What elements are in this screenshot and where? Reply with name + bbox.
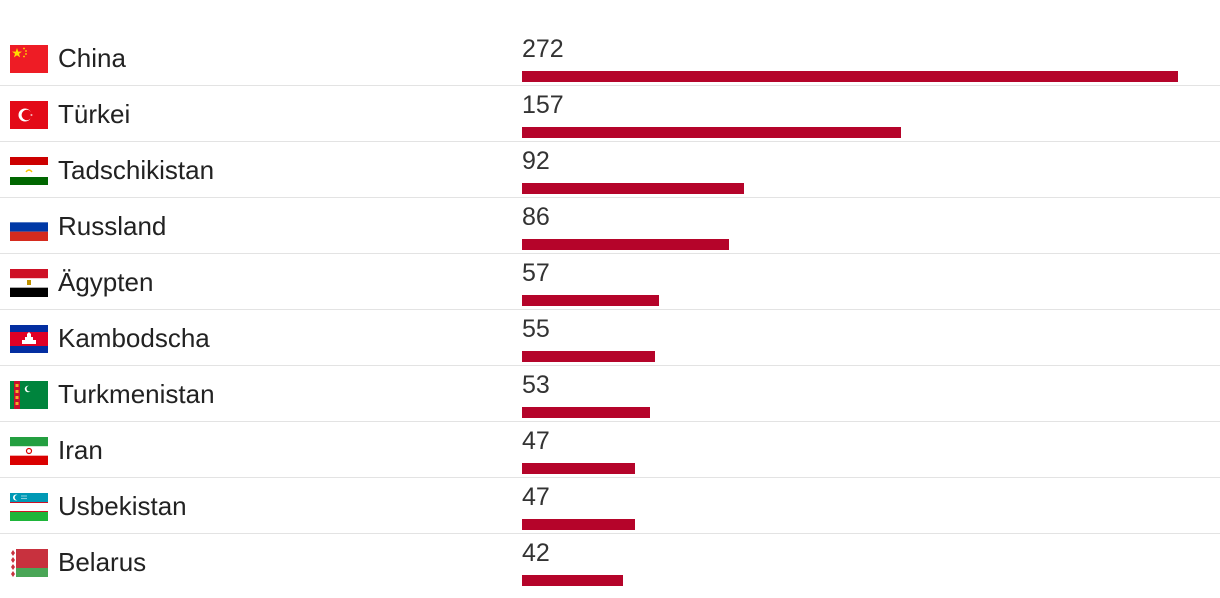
cambodia-flag-icon (10, 325, 48, 353)
value-label: 47 (522, 427, 550, 455)
russia-flag-icon (10, 213, 48, 241)
value-label: 55 (522, 315, 550, 343)
chart-row: China 272 (0, 30, 1220, 86)
chart-row: Russland 86 (0, 198, 1220, 254)
turkey-flag-icon (10, 101, 48, 129)
value-label: 57 (522, 259, 550, 287)
bar-chart: China 272 Türkei 157 Tadschikistan 92 Ru… (0, 30, 1220, 590)
country-label: Turkmenistan (58, 379, 215, 409)
bar (522, 183, 744, 194)
tajikistan-flag-icon (10, 157, 48, 185)
country-label: Türkei (58, 99, 131, 129)
bar (522, 407, 650, 418)
country-label: Belarus (58, 547, 147, 577)
chart-row: Iran 47 (0, 422, 1220, 478)
bar (522, 295, 659, 306)
chart-row: Tadschikistan 92 (0, 142, 1220, 198)
chart-row: Kambodscha 55 (0, 310, 1220, 366)
bar (522, 239, 729, 250)
country-label: Tadschikistan (58, 155, 215, 185)
iran-flag-icon (10, 437, 48, 465)
bar (522, 463, 635, 474)
bar (522, 127, 901, 138)
country-label: Kambodscha (58, 323, 210, 353)
value-label: 47 (522, 483, 550, 511)
chart-row: Usbekistan 47 (0, 478, 1220, 534)
bar (522, 351, 655, 362)
value-label: 53 (522, 371, 550, 399)
value-label: 42 (522, 539, 550, 567)
chart-row: Belarus 42 (0, 534, 1220, 590)
chart-row: Turkmenistan 53 (0, 366, 1220, 422)
bar (522, 71, 1178, 82)
country-label: Ägypten (58, 267, 154, 297)
value-label: 157 (522, 91, 564, 119)
egypt-flag-icon (10, 269, 48, 297)
uzbekistan-flag-icon (10, 493, 48, 521)
country-label: Iran (58, 435, 103, 465)
bar (522, 575, 623, 586)
value-label: 86 (522, 203, 550, 231)
chart-row: Ägypten 57 (0, 254, 1220, 310)
country-label: Russland (58, 211, 167, 241)
value-label: 272 (522, 35, 564, 63)
bar (522, 519, 635, 530)
chart-row: Türkei 157 (0, 86, 1220, 142)
value-label: 92 (522, 147, 550, 175)
belarus-flag-icon (10, 549, 48, 577)
turkmenistan-flag-icon (10, 381, 48, 409)
china-flag-icon (10, 45, 48, 73)
country-label: Usbekistan (58, 491, 187, 521)
country-label: China (58, 43, 126, 73)
